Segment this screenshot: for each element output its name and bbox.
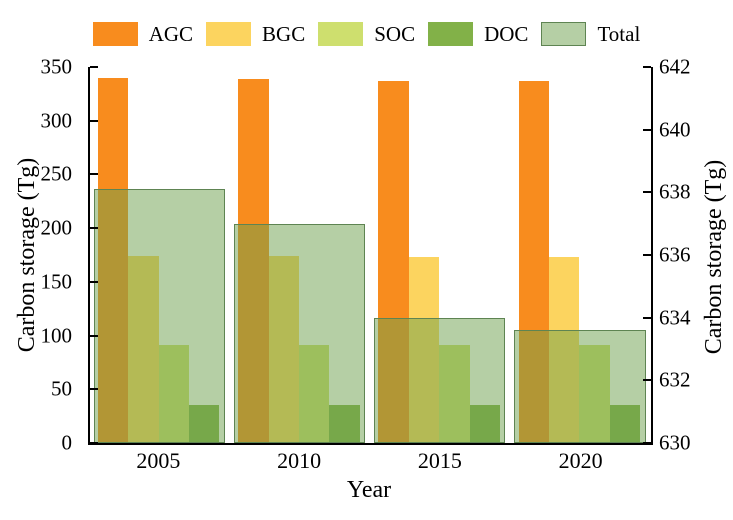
x-axis-tick-labels: 2005 2010 2015 2020 (88, 450, 651, 476)
left-axis-tick (90, 280, 98, 283)
legend-swatch-doc (428, 22, 474, 46)
right-axis-tick-label: 636 (659, 242, 691, 267)
bar-total-2015 (374, 317, 506, 443)
bar-group-2015 (371, 67, 511, 443)
right-axis-tick-label: 638 (659, 179, 691, 204)
right-axis-title: Carbon storage (Tg) (701, 159, 727, 355)
right-axis-tick (643, 254, 651, 256)
legend-label-total: Total (597, 21, 641, 46)
bar-group-2020 (511, 67, 651, 443)
x-axis-tick-label-2015: 2015 (417, 448, 462, 473)
left-axis-tick-label: 200 (40, 215, 73, 240)
left-axis-title: Carbon storage (Tg) (14, 157, 40, 353)
x-axis-tick-label-2020: 2020 (558, 448, 603, 473)
legend-label-soc: SOC (374, 21, 416, 46)
left-axis-tick (90, 442, 98, 444)
x-axis-tick-label-2010: 2010 (277, 448, 322, 473)
legend-item-agc: AGC (92, 21, 194, 46)
legend-label-bgc: BGC (262, 21, 306, 46)
plot-area (88, 66, 653, 445)
x-axis-title: Year (346, 477, 392, 503)
bar-total-2005 (93, 189, 225, 443)
bar-group-2010 (230, 67, 370, 443)
left-axis-tick (90, 334, 98, 337)
legend-swatch-bgc (206, 22, 252, 46)
right-axis-tick (643, 66, 651, 68)
left-axis-tick-label: 150 (40, 269, 73, 294)
right-axis-tick-labels: 630 632 634 636 638 640 642 (659, 56, 733, 453)
right-axis-tick-label: 632 (659, 367, 691, 392)
bar-group-2005 (90, 67, 230, 443)
left-axis-tick-label: 50 (51, 376, 72, 401)
left-axis-tick-label: 100 (40, 323, 73, 348)
legend-label-doc: DOC (484, 21, 529, 46)
legend-swatch-agc (92, 22, 138, 46)
right-axis-tick-label: 630 (659, 430, 691, 455)
left-axis-tick-label: 250 (40, 161, 73, 186)
left-axis-tick-label: 350 (40, 54, 73, 79)
left-axis-tick-label: 300 (40, 108, 73, 133)
right-axis-tick (643, 316, 651, 319)
right-axis-tick (643, 379, 651, 382)
bar-total-2020 (514, 330, 646, 443)
right-axis-tick-label: 640 (659, 117, 691, 142)
right-axis-tick-label: 634 (659, 305, 691, 330)
bar-total-2010 (233, 223, 366, 443)
right-axis-tick (643, 442, 651, 444)
left-axis-tick (90, 66, 98, 68)
x-axis-tick-label-2005: 2005 (136, 448, 181, 473)
right-axis-tick-label: 642 (659, 54, 691, 79)
legend-item-total: Total (541, 22, 640, 46)
left-axis-tick (90, 173, 98, 176)
left-axis-tick (90, 388, 98, 391)
legend-swatch-total (541, 22, 587, 46)
right-axis-tick (643, 128, 651, 131)
legend-item-bgc: BGC (206, 22, 305, 46)
left-axis-tick-label: 0 (61, 430, 73, 455)
legend: AGC BGC SOC DOC Total (0, 20, 733, 48)
left-axis-tick-labels: 0 50 100 150 200 250 300 350 (0, 56, 80, 453)
left-axis-tick (90, 119, 98, 122)
left-axis-tick (90, 227, 98, 230)
legend-item-soc: SOC (318, 22, 415, 46)
legend-item-doc: DOC (428, 22, 528, 46)
legend-label-agc: AGC (148, 21, 194, 46)
legend-swatch-soc (318, 22, 364, 46)
right-axis-tick (643, 191, 651, 194)
